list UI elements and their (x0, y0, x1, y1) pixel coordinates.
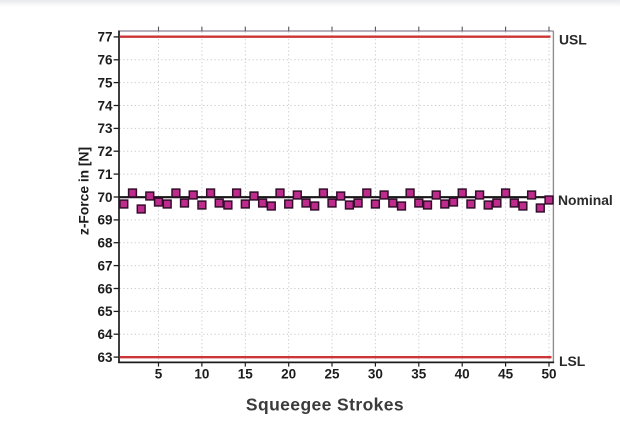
svg-text:15: 15 (238, 367, 254, 382)
svg-text:10: 10 (194, 367, 209, 382)
svg-text:Nominal: Nominal (558, 192, 613, 208)
svg-text:20: 20 (281, 367, 296, 382)
svg-text:35: 35 (411, 367, 427, 382)
svg-text:67: 67 (97, 258, 112, 273)
svg-text:LSL: LSL (559, 353, 586, 369)
svg-text:50: 50 (541, 367, 556, 382)
svg-text:USL: USL (559, 31, 587, 47)
svg-text:68: 68 (97, 236, 113, 251)
svg-text:5: 5 (155, 367, 163, 382)
svg-text:30: 30 (368, 367, 383, 382)
svg-text:66: 66 (97, 281, 113, 296)
svg-text:73: 73 (97, 121, 113, 136)
svg-text:40: 40 (455, 367, 470, 382)
svg-text:72: 72 (97, 144, 112, 159)
svg-text:Squeegee Strokes: Squeegee Strokes (246, 395, 404, 415)
svg-text:71: 71 (97, 167, 113, 182)
svg-text:25: 25 (324, 367, 340, 382)
svg-text:z-Force in [N]: z-Force in [N] (77, 147, 92, 235)
svg-text:70: 70 (97, 190, 112, 205)
svg-text:45: 45 (498, 367, 514, 382)
svg-text:75: 75 (97, 75, 113, 90)
svg-text:69: 69 (97, 213, 112, 228)
svg-text:74: 74 (97, 98, 113, 113)
svg-text:76: 76 (97, 53, 113, 68)
svg-text:77: 77 (97, 30, 112, 45)
svg-text:64: 64 (97, 327, 113, 342)
svg-text:63: 63 (97, 350, 113, 365)
svg-text:65: 65 (97, 304, 113, 319)
